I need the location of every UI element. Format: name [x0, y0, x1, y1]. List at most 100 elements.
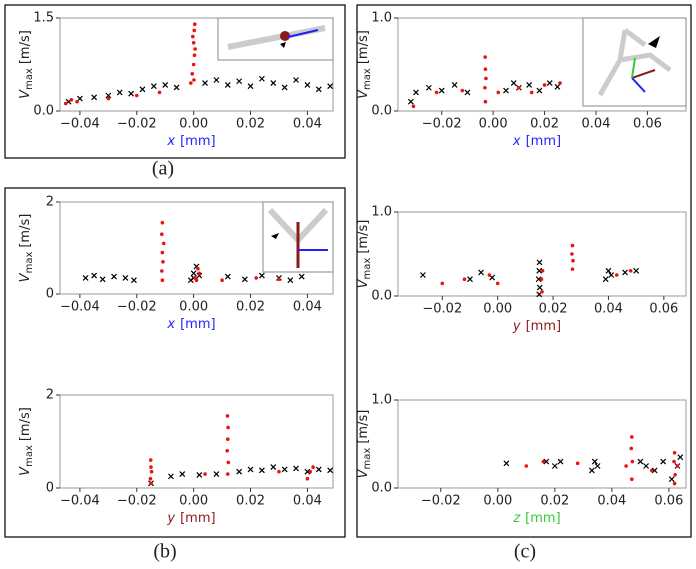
marker-stroke [677, 454, 684, 461]
y-tick-label: 1.0 [371, 205, 392, 220]
marker-stroke [82, 274, 89, 281]
point [440, 281, 445, 286]
inset-axis [631, 57, 636, 79]
point [464, 89, 471, 96]
point [419, 272, 426, 278]
point [173, 84, 180, 91]
y-tick-label: 0 [46, 481, 54, 496]
marker-stroke [543, 458, 550, 465]
marker-stroke [224, 82, 231, 88]
panel-frame [4, 187, 346, 538]
x-tick-label: 0.00 [479, 117, 508, 132]
point [277, 277, 281, 282]
marker-stroke [179, 471, 186, 477]
point [236, 468, 243, 475]
panel-label: (a) [152, 158, 174, 180]
y-tick-label: 1.5 [33, 11, 54, 26]
chart: −0.02 0.00 0.02 0.04 0.06 0.0 1.0 y [mm] Vmax [m/s… [356, 205, 687, 334]
point [551, 463, 558, 469]
point [157, 90, 162, 95]
y-axis-unit: [m/s] [18, 214, 33, 248]
point [660, 458, 667, 465]
x-axis-variable: x [512, 134, 521, 149]
marker-stroke [213, 471, 220, 477]
marker-stroke [602, 276, 609, 283]
point [270, 80, 277, 87]
marker-stroke [451, 82, 458, 88]
point [651, 467, 658, 474]
point [558, 81, 562, 85]
point [305, 476, 310, 481]
marker-stroke [241, 276, 248, 283]
point [160, 232, 164, 236]
point [517, 85, 521, 90]
marker-stroke [76, 95, 83, 102]
point [524, 464, 529, 468]
marker-stroke [315, 466, 322, 473]
x-tick-label: 0.00 [483, 302, 512, 317]
x-tick-label: 0.02 [539, 302, 568, 317]
marker-stroke [128, 90, 135, 97]
y-axis-symbol: V [18, 466, 33, 476]
inset-point [280, 31, 290, 41]
inset-vessel [267, 207, 301, 243]
marker-stroke [526, 82, 533, 88]
point [191, 41, 196, 45]
marker-stroke [668, 476, 675, 483]
point [192, 53, 197, 57]
inset-vessel [295, 207, 329, 243]
point [225, 449, 230, 453]
point [526, 82, 533, 88]
marker-stroke [293, 77, 299, 83]
point [134, 93, 139, 98]
x-tick-label: 0.04 [594, 302, 623, 317]
point [193, 47, 197, 51]
point [536, 267, 543, 274]
point [106, 96, 111, 101]
y-axis-unit: [m/s] [356, 410, 371, 444]
x-tick-label: 0.04 [293, 117, 322, 132]
marker-stroke [91, 94, 98, 101]
x-tick-label: −0.02 [117, 300, 157, 315]
panel-frame [4, 4, 346, 159]
point [190, 270, 197, 277]
marker-stroke [554, 83, 561, 90]
marker-stroke [467, 276, 473, 283]
x-tick-label: 0.00 [179, 300, 208, 315]
point [197, 271, 202, 276]
point [202, 80, 208, 87]
point [161, 260, 165, 264]
x-tick-label: 0.02 [540, 494, 569, 509]
x-axis-variable: x [166, 134, 175, 149]
point [540, 290, 544, 294]
x-tick-label: 0.04 [597, 494, 626, 509]
point [630, 459, 635, 464]
marker-stroke [131, 277, 137, 284]
point [128, 90, 135, 97]
panel-label: (b) [153, 541, 176, 563]
point [467, 276, 473, 283]
point [281, 84, 288, 91]
marker-stroke [425, 84, 432, 91]
marker-stroke [298, 273, 305, 280]
point [116, 89, 123, 96]
inset-pointer [648, 36, 660, 48]
marker-stroke [213, 77, 220, 83]
point [149, 465, 153, 469]
marker-stroke [287, 277, 294, 284]
marker-stroke [111, 273, 117, 280]
inset-pointer [271, 233, 279, 239]
y-axis-label: Vmax [m/s] [356, 410, 374, 479]
point [496, 90, 501, 95]
point [258, 272, 265, 279]
marker-stroke [591, 458, 598, 465]
marker-stroke [660, 458, 667, 465]
point [571, 258, 575, 263]
point [487, 273, 492, 277]
point [69, 98, 74, 102]
point [554, 83, 561, 90]
point [588, 467, 595, 474]
marker-stroke [162, 82, 169, 88]
point [624, 464, 628, 468]
